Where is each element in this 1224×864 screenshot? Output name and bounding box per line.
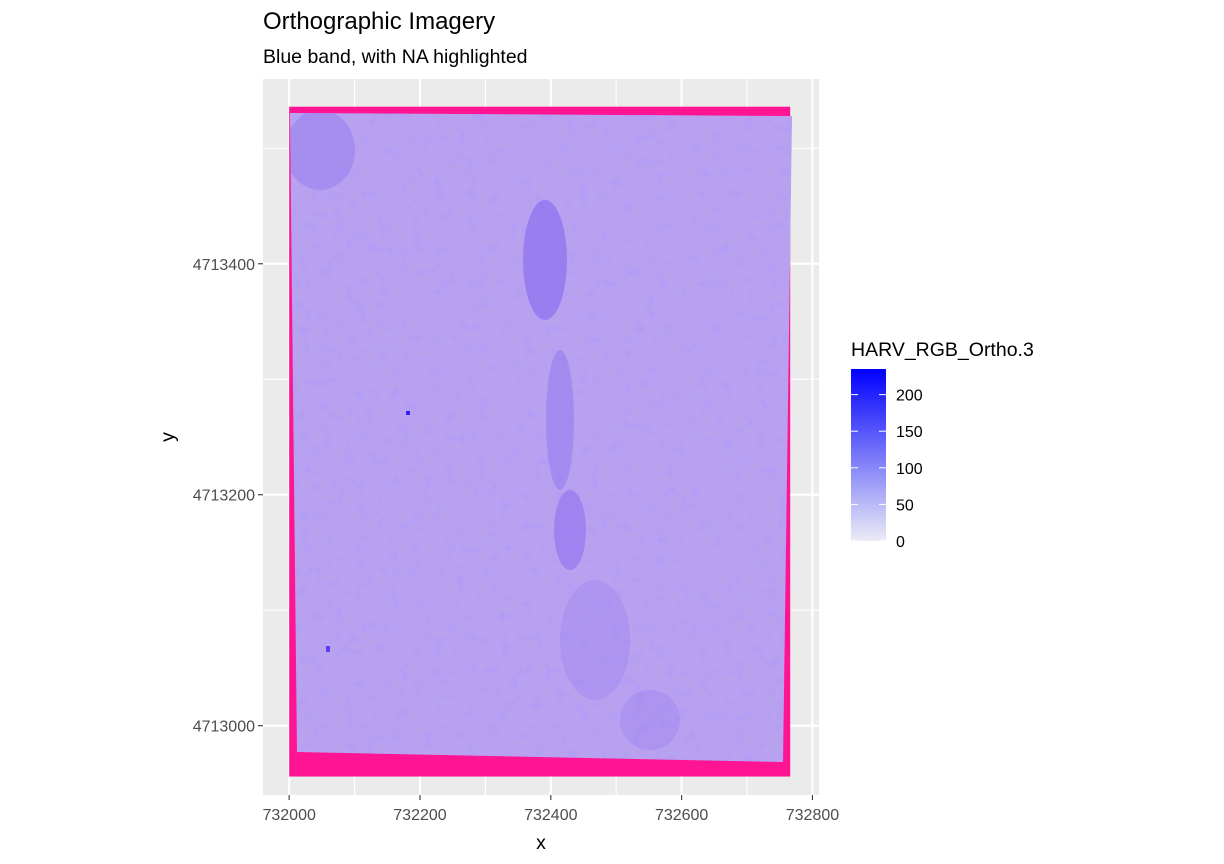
legend-label: 150: [896, 424, 923, 441]
raster-dark-patch: [290, 113, 355, 190]
raster-image: [290, 113, 792, 762]
legend-label: 100: [896, 461, 923, 478]
x-tick-label: 732000: [262, 807, 315, 824]
raster-dark-pixel: [406, 411, 410, 415]
x-tick-label: 732800: [786, 807, 839, 824]
legend: HARV_RGB_Ortho.3 0 50 100 150 200: [851, 339, 1034, 551]
y-axis-title: y: [157, 432, 179, 442]
legend-title: HARV_RGB_Ortho.3: [851, 339, 1034, 361]
raster-texture: [290, 113, 792, 762]
raster-dark-patch: [546, 350, 574, 490]
legend-ticks: 0 50 100 150 200: [851, 388, 923, 551]
y-tick-label: 4713000: [193, 719, 255, 736]
x-tick-label: 732400: [524, 807, 577, 824]
y-tick-label: 4713200: [193, 488, 255, 505]
chart-title: Orthographic Imagery: [263, 8, 495, 35]
x-axis: 732000 732200 732400 732600 732800: [262, 795, 839, 824]
x-tick-label: 732600: [655, 807, 708, 824]
x-tick-label: 732200: [393, 807, 446, 824]
raster-dark-pixel: [326, 646, 330, 652]
legend-label: 50: [896, 497, 914, 514]
legend-label: 200: [896, 388, 923, 405]
chart-subtitle: Blue band, with NA highlighted: [263, 46, 528, 68]
x-axis-title: x: [536, 832, 546, 854]
legend-colorbar: [851, 369, 886, 541]
raster-dark-patch: [560, 580, 630, 700]
raster-dark-patch: [620, 690, 680, 750]
y-tick-label: 4713400: [193, 257, 255, 274]
legend-label: 0: [896, 534, 905, 551]
raster-dark-patch: [523, 200, 567, 320]
y-axis: 4713000 4713200 4713400: [193, 257, 263, 736]
raster-dark-patch: [554, 490, 586, 570]
